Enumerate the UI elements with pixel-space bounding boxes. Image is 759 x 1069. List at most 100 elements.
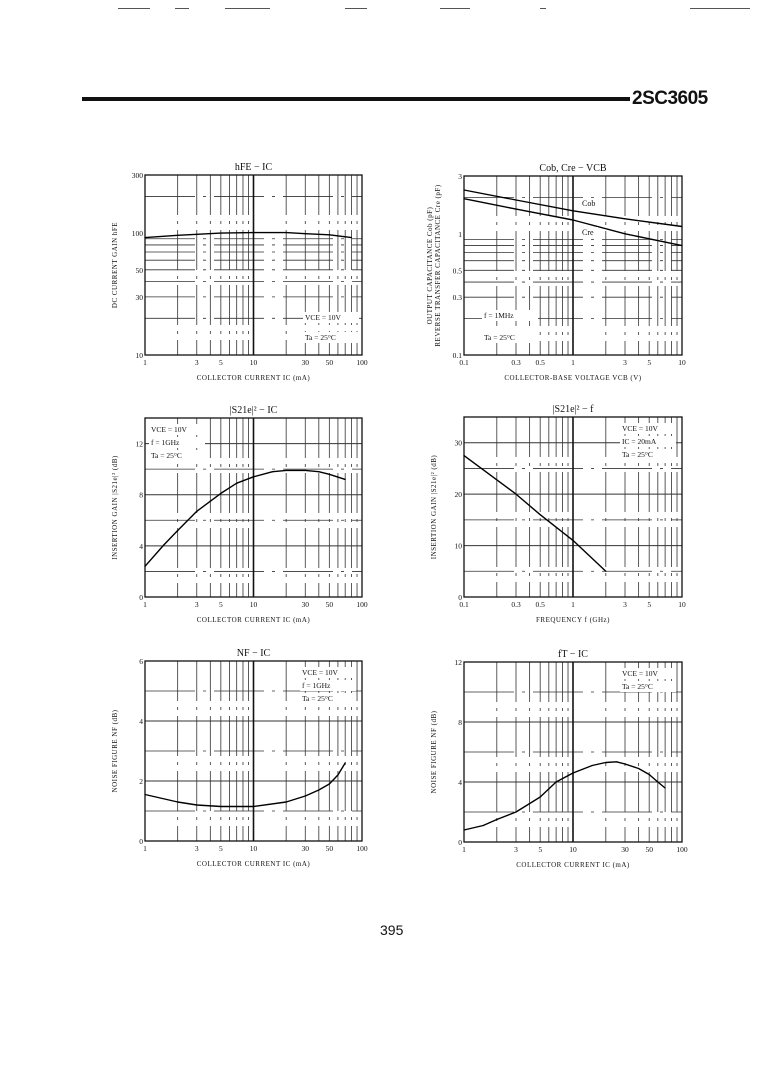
condition-annotation: VCE = 10V (151, 425, 187, 434)
x-tick-label: 0.3 (511, 600, 521, 609)
annotation-bg (303, 312, 359, 323)
y-tick-label: 0 (458, 593, 462, 602)
data-point (605, 761, 607, 764)
chart-title: |S21e|² − f (553, 404, 595, 415)
y-tick-label: 4 (458, 778, 462, 787)
data-point (252, 476, 255, 478)
x-tick-label: 3 (623, 600, 627, 609)
x-tick-label: 30 (302, 600, 310, 609)
plot-frame (144, 660, 363, 842)
data-point (236, 482, 238, 484)
x-tick-label: 10 (250, 358, 258, 367)
x-tick-label: 100 (356, 844, 368, 853)
chart-1: 1 3 5 10 30 50 100 10 30 50 100 300 hFE − IC COLLECTO… (111, 162, 368, 382)
x-tick-label: 3 (623, 358, 627, 367)
y-tick-label: 8 (458, 718, 462, 727)
series-line (463, 455, 607, 572)
data-point (515, 811, 517, 813)
y-tick-label: 1 (458, 230, 462, 239)
x-axis-label: FREQUENCY f (GHz) (536, 616, 610, 624)
y-axis-label: INSERTION GAIN |S21e|² (dB) (111, 455, 119, 560)
header-mark (225, 8, 270, 9)
y-tick-label: 6 (139, 657, 143, 666)
data-point (615, 761, 617, 763)
y-tick-label: 0.5 (453, 266, 463, 275)
annotation-bg (300, 680, 356, 691)
series-line (463, 761, 666, 831)
data-point (515, 199, 517, 201)
plot-frame (463, 661, 683, 843)
data-point (664, 787, 666, 789)
header-mark (440, 8, 470, 9)
data-point (638, 767, 640, 770)
annotation-bg (149, 437, 205, 448)
chart-4: 0.1 0.3 0.5 1 3 5 10 0 10 20 30 |S21e|² − f FREQUENC… (430, 404, 686, 624)
data-point (220, 805, 222, 808)
y-axis-label: INSERTION GAIN |S21e|² (dB) (430, 455, 438, 560)
series-line (144, 762, 346, 808)
data-point (285, 232, 287, 234)
series-line (144, 231, 352, 239)
x-tick-label: 5 (538, 845, 542, 854)
condition-annotation: Ta = 25°C (302, 694, 333, 703)
data-point (624, 218, 626, 220)
chart-6: 1 3 5 10 30 50 100 0 4 8 12 fT − IC COLLECTOR CURREN… (430, 649, 688, 869)
data-point (285, 801, 287, 803)
part-number: 2SC3605 (632, 88, 708, 109)
data-point (272, 471, 274, 473)
chart-3: 1 3 5 10 30 50 100 0 4 8 12 |S21e|² − IC COLLECTOR C… (111, 405, 368, 624)
data-point (344, 762, 346, 764)
plot-frame (463, 175, 683, 356)
y-tick-label: 10 (455, 542, 463, 551)
x-tick-label: 30 (302, 358, 310, 367)
x-tick-label: 30 (621, 845, 629, 854)
x-tick-label: 1 (143, 600, 147, 609)
data-point (196, 804, 198, 806)
data-point (304, 469, 306, 472)
chart-title: NF − IC (237, 648, 271, 659)
data-point (328, 473, 330, 475)
header-mark (118, 8, 150, 9)
plot-frame (144, 174, 363, 356)
data-point (681, 225, 683, 228)
x-tick-label: 0.5 (536, 600, 546, 609)
x-tick-label: 10 (678, 600, 686, 609)
condition-annotation: VCE = 10V (305, 313, 341, 322)
y-tick-label: 30 (136, 293, 144, 302)
data-point (463, 829, 465, 831)
x-tick-label: 50 (326, 358, 334, 367)
x-tick-label: 3 (195, 358, 199, 367)
page-number: 395 (380, 922, 404, 938)
condition-annotation: Ta = 25°C (484, 333, 515, 342)
annotation-bg (620, 681, 676, 692)
data-point (177, 801, 179, 803)
header-mark (345, 8, 367, 9)
data-point (482, 824, 484, 827)
y-tick-label: 0 (458, 838, 462, 847)
chart-5: 1 3 5 10 30 50 100 0 2 4 6 NF − IC COLLECTOR CURRENT… (111, 648, 368, 868)
annotation-bg (620, 436, 676, 447)
header-rule (82, 97, 630, 101)
data-point (318, 471, 320, 473)
x-tick-label: 0.5 (536, 358, 546, 367)
header-mark (690, 8, 750, 9)
data-point (572, 219, 574, 221)
x-tick-label: 50 (326, 844, 334, 853)
condition-annotation: f = 1MHz (484, 311, 514, 320)
y-tick-label: 12 (136, 440, 144, 449)
y-axis-label: NOISE FIGURE NF (dB) (111, 709, 119, 792)
data-point (591, 764, 593, 767)
x-axis-label: COLLECTOR CURRENT IC (mA) (516, 861, 630, 869)
x-tick-label: 50 (645, 845, 653, 854)
condition-annotation: IC = 20mA (622, 437, 657, 446)
x-tick-label: 1 (143, 358, 147, 367)
y-tick-label: 50 (136, 266, 144, 275)
y-tick-label: 300 (132, 171, 144, 180)
x-tick-label: 1 (571, 600, 575, 609)
x-tick-label: 1 (143, 844, 147, 853)
y-tick-label: 20 (455, 490, 463, 499)
data-point (624, 233, 626, 235)
data-point (144, 793, 146, 796)
annotation-bg (620, 423, 676, 434)
x-tick-label: 10 (250, 844, 258, 853)
